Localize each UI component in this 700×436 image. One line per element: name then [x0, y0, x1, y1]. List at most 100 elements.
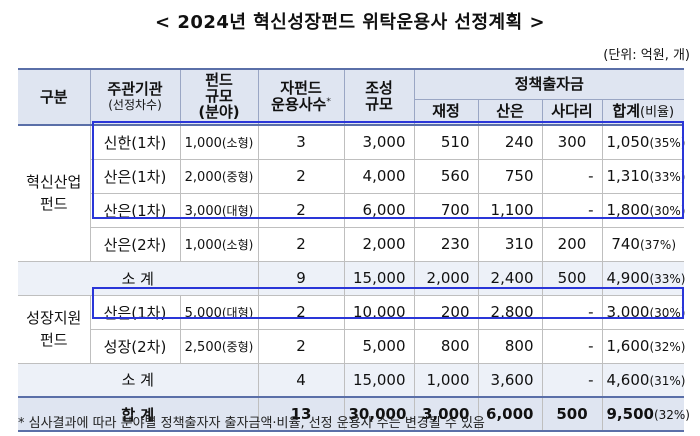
cell-sum: 740(37%): [601, 227, 685, 262]
cell-gp: 3: [257, 125, 344, 160]
header-org: 주관기관 (선정차수): [89, 69, 180, 126]
cell-gp: 2: [257, 227, 344, 262]
cell-sum-ratio: (35%): [649, 136, 686, 151]
cell-org: 산은(1차): [89, 295, 180, 330]
header-fund-size: 펀드 규모 (분야): [179, 69, 258, 126]
cell-sum-value: 1,600: [606, 337, 650, 355]
cell-size-type: (대형): [221, 203, 254, 218]
cell-sum: 1,050(35%): [601, 125, 686, 160]
header-org-sub: (선정차수): [108, 98, 162, 112]
cell-kdb: 2,800: [477, 295, 542, 330]
cell-sum-value: 4,600: [606, 370, 650, 389]
cell-private: 300: [541, 125, 602, 160]
cell-size-value: 2,000: [184, 169, 222, 185]
cell-sum-ratio: (33%): [649, 272, 686, 286]
cell-private: -: [541, 329, 602, 364]
cell-target: 2,000: [343, 227, 414, 262]
subtotal-label: 소 계: [18, 261, 258, 296]
cell-sum-value: 4,900: [606, 269, 650, 287]
header-target-l1: 조성: [365, 79, 393, 97]
cell-sum-ratio: (37%): [639, 238, 677, 252]
group-innovation: 혁신산업 펀드: [18, 125, 90, 262]
cell-size-value: 1,000: [184, 237, 222, 253]
cell-size: 3,000(대형): [179, 193, 258, 228]
cell-target: 15,000: [343, 363, 414, 398]
header-gp-l2: 운용사수: [271, 95, 327, 114]
cell-sum-value: 1,050: [606, 133, 650, 152]
cell-private: -: [541, 159, 602, 194]
table-row: 성장(2차) 2,500(중형) 2 5,000 800 800 - 1,600…: [18, 329, 686, 364]
total-label: 합 계: [18, 396, 258, 432]
header-gp-count: 자펀드 운용사수*: [257, 69, 344, 126]
cell-sum-value: 1,800: [606, 201, 650, 219]
cell-sum-value: 3,000: [606, 303, 650, 321]
page-title: < 2024년 혁신성장펀드 위탁운용사 선정계획 >: [154, 12, 546, 33]
header-category: 구분: [18, 69, 90, 126]
cell-sum-ratio: (32%): [649, 340, 686, 354]
cell-finance: 510: [413, 125, 478, 160]
cell-sum: 4,600(31%): [601, 363, 686, 398]
cell-kdb: 240: [477, 125, 542, 160]
group-growth: 성장지원 펀드: [18, 295, 90, 364]
subtotal-row: 소 계 4 15,000 1,000 3,600 - 4,600(31%): [18, 363, 686, 398]
cell-org: 산은(2차): [89, 227, 180, 262]
header-target-size: 조성 규모: [343, 69, 414, 126]
group-growth-l2: 펀드: [39, 331, 68, 349]
cell-org: 산은(1차): [89, 193, 180, 228]
cell-target: 3,000: [343, 125, 414, 160]
total-row: 합 계 13 30,000 3,000 6,000 500 9,500(32%): [18, 396, 690, 432]
cell-sum-ratio: (32%): [653, 408, 690, 422]
cell-finance: 560: [413, 159, 478, 194]
cell-sum: 4,900(33%): [601, 261, 686, 296]
cell-target: 5,000: [343, 329, 414, 364]
header-sum-label: 합계: [612, 101, 641, 120]
cell-size-type: (대형): [221, 305, 254, 320]
group-innovation-l1: 혁신산업: [26, 173, 82, 192]
cell-size: 1,000(소형): [179, 125, 258, 160]
cell-private: -: [541, 363, 602, 398]
header-sum-ratio: (비율): [640, 104, 675, 120]
cell-sum: 1,310(33%): [601, 159, 686, 194]
cell-finance: 200: [413, 295, 478, 330]
cell-finance: 700: [413, 193, 478, 228]
cell-sum: 1,800(30%): [601, 193, 686, 228]
cell-size-type: (중형): [221, 169, 254, 184]
cell-gp: 13: [257, 396, 344, 432]
cell-sum-value: 9,500: [606, 405, 654, 423]
cell-size: 2,500(중형): [179, 329, 258, 364]
cell-target: 15,000: [343, 261, 414, 296]
cell-size-type: (소형): [221, 237, 254, 252]
header-gp-mark: *: [326, 96, 331, 107]
table-row: 혁신산업 펀드 신한(1차) 1,000(소형) 3 3,000 510 240…: [18, 125, 686, 262]
footnote: * 심사결과에 따라 분야별 정책출자자 출자금액·비율, 선정 운용사 수는 …: [18, 416, 485, 431]
group-innovation-l2: 펀드: [39, 195, 68, 214]
cell-finance: 1,000: [413, 363, 478, 398]
cell-kdb: 310: [477, 227, 542, 262]
cell-size: 2,000(중형): [179, 159, 258, 194]
header-fund-size-l2: 규모: [205, 87, 233, 105]
cell-size-value: 2,500: [184, 339, 222, 355]
cell-finance: 2,000: [413, 261, 478, 296]
cell-kdb: 1,100: [477, 193, 542, 228]
table-row: 산은(2차) 1,000(소형) 2 2,000 230 310 200 740…: [18, 227, 685, 262]
cell-private: 500: [541, 261, 602, 296]
header-policy: 정책출자금: [413, 69, 685, 100]
cell-finance: 3,000: [413, 396, 478, 432]
cell-kdb: 3,600: [477, 363, 542, 398]
table-row: 성장지원 펀드 산은(1차) 5,000(대형) 2 10,000 200 2,…: [18, 295, 686, 364]
cell-gp: 2: [257, 193, 344, 228]
cell-kdb: 750: [477, 159, 542, 194]
header-kdb: 산은: [477, 99, 542, 126]
header-finance: 재정: [413, 99, 478, 126]
cell-sum-ratio: (33%): [649, 170, 686, 184]
fund-plan-table: 구분 주관기관 (선정차수) 펀드 규모 (분야) 자펀드 운용사수* 조성 규…: [18, 68, 690, 432]
cell-kdb: 800: [477, 329, 542, 364]
cell-sum-value: 1,310: [606, 167, 650, 185]
cell-private: 500: [541, 396, 602, 432]
group-growth-l1: 성장지원: [26, 309, 82, 327]
header-org-label: 주관기관: [107, 80, 163, 98]
cell-size-type: (중형): [221, 339, 254, 354]
cell-org: 성장(2차): [89, 329, 180, 364]
header-fund-size-l1: 펀드: [205, 71, 233, 89]
header-target-l2: 규모: [365, 95, 393, 113]
